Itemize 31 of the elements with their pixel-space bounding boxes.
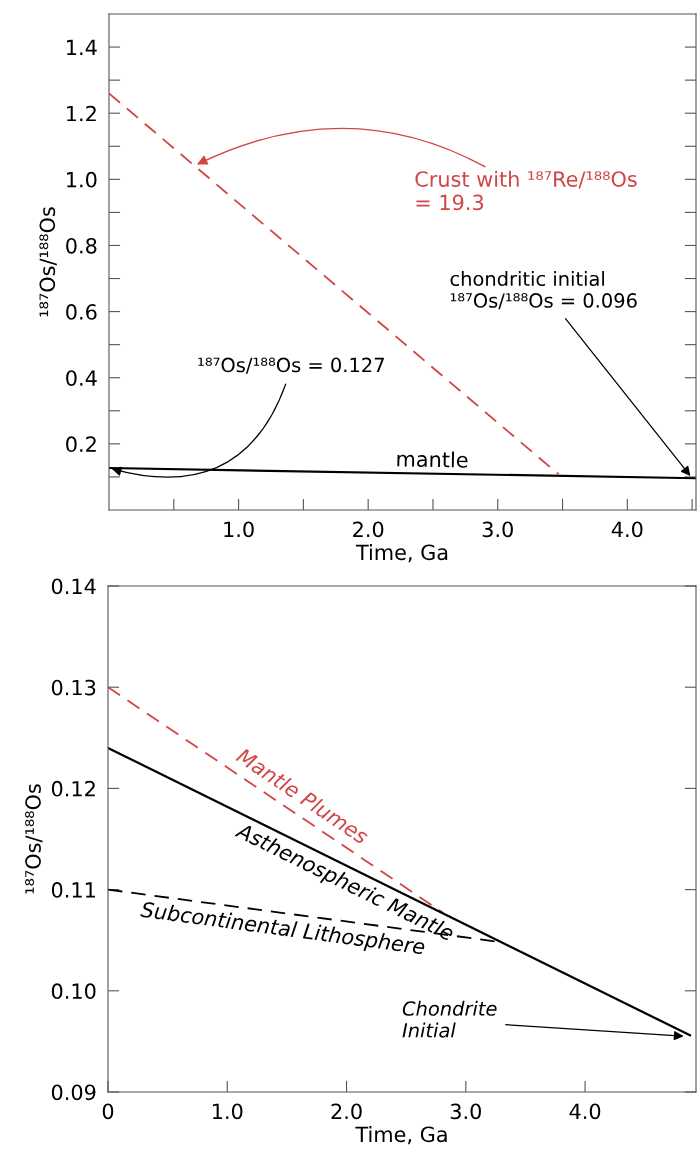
series-label: mantle <box>397 450 468 468</box>
annotation: Chondrite Initial <box>402 1000 497 1038</box>
x-tick-label: 3.0 <box>450 1103 481 1120</box>
x-tick-label: 1.0 <box>224 521 254 538</box>
y-tick-label: 0.10 <box>51 983 96 1000</box>
y-tick-label: 0.09 <box>51 1084 96 1101</box>
y-tick-label: 0.13 <box>51 679 96 696</box>
x-tick-label: 0 <box>102 1103 114 1120</box>
x-axis-title: Time, Ga <box>355 1126 447 1145</box>
x-tick-label: 3.0 <box>482 521 513 538</box>
y-axis-title: ¹⁸⁷Os/¹⁸⁸Os <box>25 784 43 894</box>
y-tick-label: 0.12 <box>51 780 95 797</box>
y-tick-label: 0.8 <box>66 237 97 254</box>
x-axis-title: Time, Ga <box>355 544 448 563</box>
annotation: chondritic initial ¹⁸⁷Os/¹⁸⁸Os = 0.096 <box>450 271 637 310</box>
y-tick-label: 0.6 <box>66 304 97 320</box>
annotation: ¹⁸⁷Os/¹⁸⁸Os = 0.127 <box>198 357 384 374</box>
x-tick-label: 2.0 <box>353 521 384 538</box>
text: Crust with ¹⁸⁷Re/¹⁸⁸Os = 19.3 <box>415 170 637 211</box>
y-tick-label: 0.14 <box>51 578 96 595</box>
x-tick-label: 1.0 <box>212 1103 243 1120</box>
y-tick-label: 0.11 <box>51 882 95 898</box>
x-tick-label: 4.0 <box>611 521 643 538</box>
x-tick-label: 4.0 <box>569 1103 601 1120</box>
y-tick-label: 0.4 <box>66 370 97 386</box>
y-axis-title: ¹⁸⁷Os/¹⁸⁸Os <box>39 207 57 317</box>
y-tick-label: 1.0 <box>67 171 97 188</box>
y-tick-label: 1.2 <box>67 105 96 122</box>
y-tick-label: 0.2 <box>66 436 96 453</box>
y-tick-label: 1.4 <box>67 39 97 55</box>
x-tick-label: 2.0 <box>331 1103 362 1120</box>
